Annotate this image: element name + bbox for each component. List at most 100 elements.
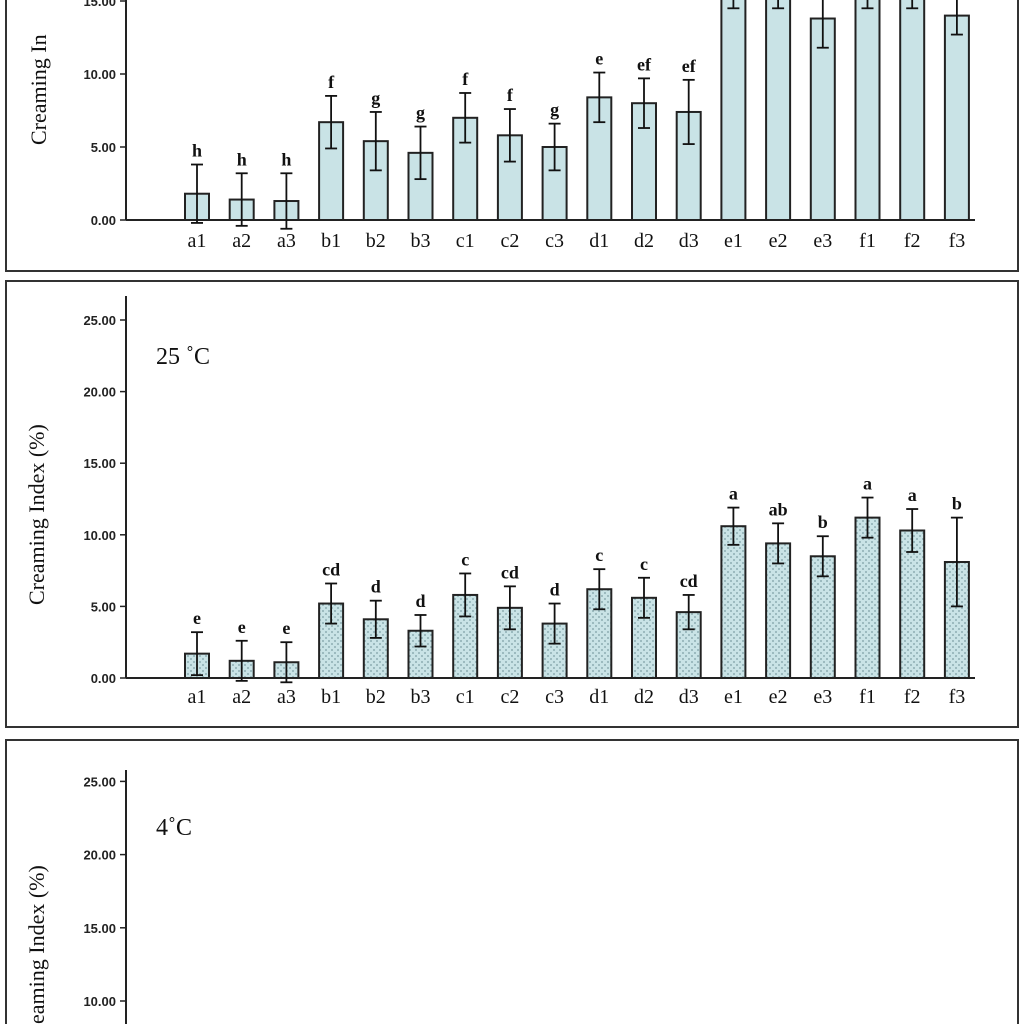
x-tick-label-e1: e1 xyxy=(724,230,743,252)
x-tick-label-b3: b3 xyxy=(411,230,431,252)
x-tick-label-f1: f1 xyxy=(859,686,876,708)
x-tick-label-c1: c1 xyxy=(456,686,475,708)
x-tick-label-b2: b2 xyxy=(366,230,386,252)
y-tick-label: 5.00 xyxy=(91,599,116,614)
significance-label-d2: c xyxy=(640,554,648,574)
significance-label-a2: h xyxy=(237,149,247,169)
panel-4c-border xyxy=(5,739,1019,1024)
x-tick-label-a3: a3 xyxy=(277,230,296,252)
x-tick-label-e2: e2 xyxy=(769,686,788,708)
x-tick-label-d2: d2 xyxy=(634,686,654,708)
bar-e2 xyxy=(765,542,792,680)
significance-label-f3: b xyxy=(952,494,962,514)
y-tick-label: 10.00 xyxy=(83,994,116,1009)
x-tick-label-b3: b3 xyxy=(411,686,431,708)
significance-label-d1: e xyxy=(595,49,603,69)
x-tick-label-d2: d2 xyxy=(634,230,654,252)
x-tick-label-c2: c2 xyxy=(500,686,519,708)
significance-label-c3: d xyxy=(550,580,560,600)
x-tick-label-f3: f3 xyxy=(949,230,966,252)
x-tick-label-e3: e3 xyxy=(813,686,832,708)
y-tick-label: 5.00 xyxy=(91,140,116,155)
x-tick-label-d3: d3 xyxy=(679,686,699,708)
bar-c3 xyxy=(541,146,568,221)
x-tick-label-f2: f2 xyxy=(904,230,921,252)
significance-label-e1: a xyxy=(729,484,738,504)
y-tick-label: 25.00 xyxy=(83,313,116,328)
x-tick-label-f1: f1 xyxy=(859,230,876,252)
bar-f2 xyxy=(899,0,926,222)
y-tick-label: 0.00 xyxy=(91,213,116,228)
panel-25c-plot: 0.005.0010.0015.0020.0025.00ea1ea2ea3cdb… xyxy=(83,296,975,708)
significance-label-a2: e xyxy=(238,617,246,637)
x-tick-label-c3: c3 xyxy=(545,230,564,252)
y-tick-label: 20.00 xyxy=(83,848,116,863)
x-tick-label-a2: a2 xyxy=(232,686,251,708)
significance-label-b1: f xyxy=(328,72,335,92)
bar-f1 xyxy=(854,516,881,680)
x-tick-label-a1: a1 xyxy=(188,230,207,252)
bar-e1 xyxy=(720,525,747,680)
significance-label-a1: e xyxy=(193,608,201,628)
bar-f1 xyxy=(854,0,881,222)
x-tick-label-c3: c3 xyxy=(545,686,564,708)
significance-label-b2: d xyxy=(371,577,381,597)
y-tick-label: 0.00 xyxy=(91,671,116,686)
x-tick-label-b2: b2 xyxy=(366,686,386,708)
panel-25c-ylabel: Creaming Index (%) xyxy=(24,424,49,605)
bar-c2 xyxy=(496,606,523,679)
significance-label-d2: ef xyxy=(637,54,652,74)
y-tick-label: 15.00 xyxy=(83,921,116,936)
significance-label-f2: a xyxy=(908,485,917,505)
significance-label-c2: f xyxy=(507,85,514,105)
bar-e1 xyxy=(720,0,747,222)
significance-label-d3: cd xyxy=(680,571,698,591)
x-tick-label-d3: d3 xyxy=(679,230,699,252)
panel-4c: 10.00 15.00 20.00 25.00 4˚C eaming Index (%… xyxy=(5,739,1019,1024)
x-tick-label-e1: e1 xyxy=(724,686,743,708)
x-tick-label-d1: d1 xyxy=(589,686,609,708)
x-tick-label-e3: e3 xyxy=(813,230,832,252)
significance-label-c1: c xyxy=(461,549,469,569)
panel-25c-title: 25 ˚C xyxy=(156,344,210,370)
x-tick-label-a3: a3 xyxy=(277,686,296,708)
panel-4c-title: 4˚C xyxy=(156,815,192,841)
panel-top: 0.00 5.00 10.00 15.00 h a1 h a2 h a3 f b1 g b2 g b3 f c1 f… xyxy=(5,0,1019,272)
bar-d3 xyxy=(675,110,702,221)
significance-label-c1: f xyxy=(462,69,469,89)
significance-label-a1: h xyxy=(192,141,202,161)
y-tick-label: 15.00 xyxy=(83,456,116,471)
panel-top-ylabel: Creaming In xyxy=(26,34,51,145)
bar-e3 xyxy=(809,17,836,221)
x-tick-label-f3: f3 xyxy=(949,686,966,708)
panel-25c: 0.005.0010.0015.0020.0025.00ea1ea2ea3cdb… xyxy=(5,280,1019,728)
significance-label-a3: h xyxy=(281,149,291,169)
y-tick-label: 20.00 xyxy=(83,385,116,400)
y-tick-label: 10.00 xyxy=(83,528,116,543)
panel-top-plot: 0.00 5.00 10.00 15.00 h a1 h a2 h a3 f b1 g b2 g b3 f c1 f… xyxy=(83,0,975,252)
significance-label-e2: ab xyxy=(769,499,788,519)
x-tick-label-a2: a2 xyxy=(232,230,251,252)
x-tick-label-c1: c1 xyxy=(456,230,475,252)
significance-label-b3: g xyxy=(416,103,425,123)
panel-4c-plot: 10.00 15.00 20.00 25.00 xyxy=(83,770,127,1024)
significance-label-a3: e xyxy=(282,618,290,638)
significance-label-b1: cd xyxy=(322,559,340,579)
significance-label-c3: g xyxy=(550,100,559,120)
x-tick-label-d1: d1 xyxy=(589,230,609,252)
significance-label-b2: g xyxy=(371,88,380,108)
panel-4c-ylabel: eaming Index (%) xyxy=(24,865,49,1024)
y-tick-label: 25.00 xyxy=(83,774,116,789)
x-tick-label-e2: e2 xyxy=(769,230,788,252)
x-tick-label-b1: b1 xyxy=(321,686,341,708)
x-tick-label-f2: f2 xyxy=(904,686,921,708)
x-tick-label-a1: a1 xyxy=(188,686,207,708)
significance-label-b3: d xyxy=(415,591,425,611)
bar-f3 xyxy=(943,14,970,221)
significance-label-d3: ef xyxy=(682,56,697,76)
y-tick-label: 10.00 xyxy=(83,67,116,82)
bar-e2 xyxy=(765,0,792,222)
significance-label-f1: a xyxy=(863,474,872,494)
significance-label-e3: b xyxy=(818,512,828,532)
x-tick-label-c2: c2 xyxy=(500,230,519,252)
